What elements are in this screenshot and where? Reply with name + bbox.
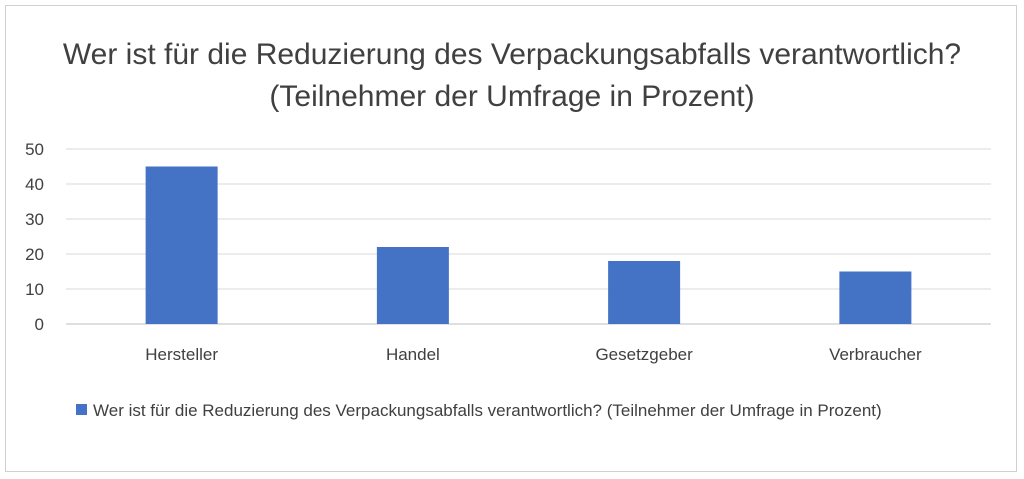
y-tick-label: 20 xyxy=(25,245,44,264)
y-tick-label: 50 xyxy=(25,140,44,159)
chart-legend: Wer ist für die Reduzierung des Verpacku… xyxy=(76,398,976,423)
chart-title: Wer ist für die Reduzierung des Verpacku… xyxy=(62,38,962,113)
x-tick-label: Hersteller xyxy=(145,345,218,364)
chart-frame: Wer ist für die Reduzierung des Verpacku… xyxy=(5,5,1017,472)
bar xyxy=(839,271,912,324)
legend-label: Wer ist für die Reduzierung des Verpacku… xyxy=(93,401,882,420)
bar xyxy=(145,166,218,324)
legend-swatch xyxy=(76,404,87,415)
x-tick-label: Gesetzgeber xyxy=(595,345,693,364)
y-tick-label: 0 xyxy=(35,315,44,334)
y-tick-label: 30 xyxy=(25,210,44,229)
y-tick-label: 10 xyxy=(25,280,44,299)
chart-plot: 0 10 20 30 40 50 Hersteller Handel Gesetzgeber Ve… xyxy=(25,140,991,364)
bar xyxy=(376,247,449,324)
bar xyxy=(608,261,681,324)
x-tick-label: Verbraucher xyxy=(829,345,922,364)
x-tick-label: Handel xyxy=(386,345,440,364)
y-tick-label: 40 xyxy=(25,175,44,194)
